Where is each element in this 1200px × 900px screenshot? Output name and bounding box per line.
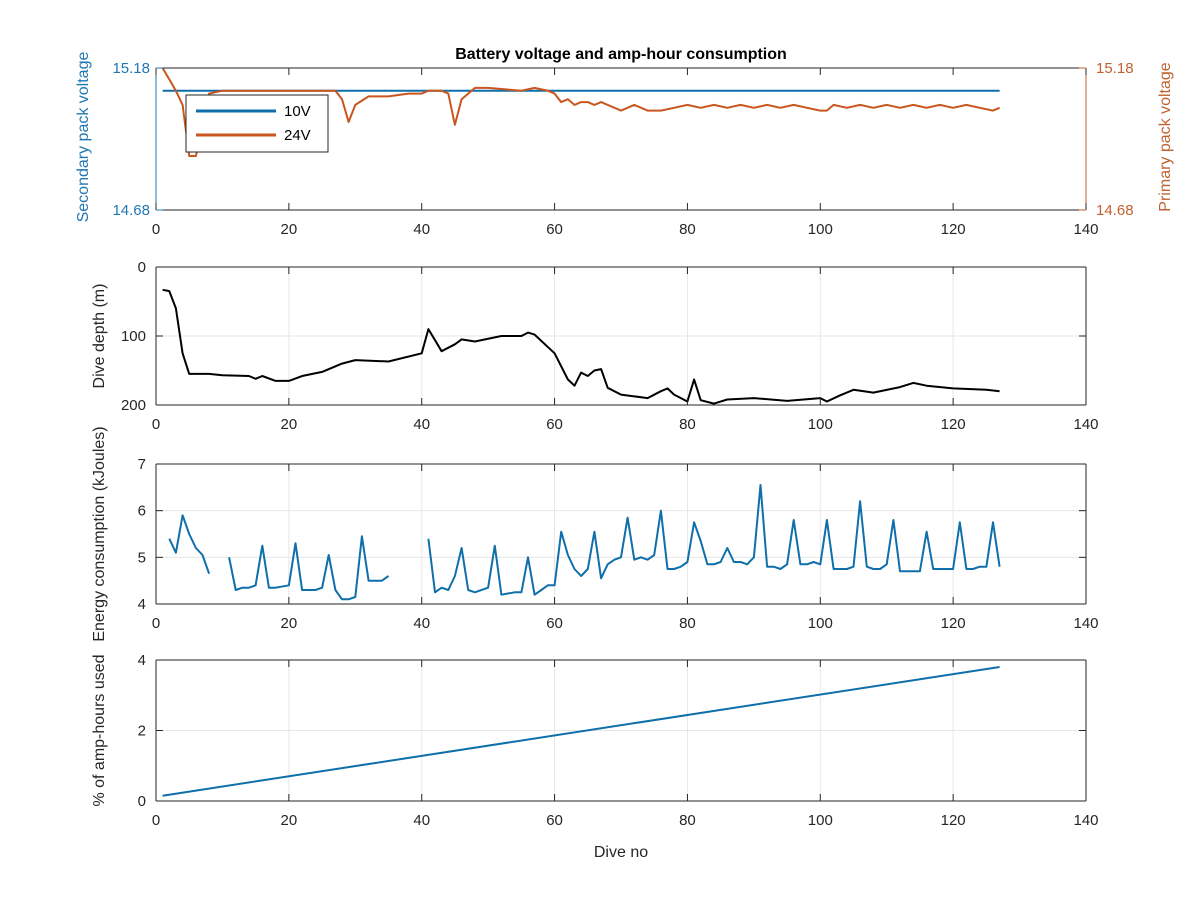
y-axis-label: % of amp-hours used [91, 654, 108, 806]
x-tick-label: 120 [941, 221, 966, 238]
series-line-24v [161, 67, 1000, 157]
series-line-1 [168, 514, 211, 575]
legend-box [185, 94, 329, 153]
y-axis-label-right: Primary pack voltage [1157, 62, 1174, 211]
x-tick-label: 120 [941, 416, 966, 433]
x-tick-label: 60 [546, 221, 563, 238]
x-tick-label: 120 [941, 615, 966, 632]
x-tick-label: 100 [808, 221, 833, 238]
chart-panel-1: 0 20 40 60 80 100 120 140 14.68 15.18 14.68 15.18 Se… [75, 46, 1174, 238]
x-tick-label: 40 [413, 416, 430, 433]
y-axis-label: Dive depth (m) [91, 284, 108, 389]
y-tick-label: 5 [138, 549, 146, 566]
series-line-1 [427, 484, 1001, 596]
x-tick-label: 100 [808, 812, 833, 829]
chart-title: Battery voltage and amp-hour consumption [455, 46, 787, 63]
x-tick-label: 80 [679, 416, 696, 433]
x-tick-label: 0 [152, 416, 160, 433]
x-axis-label: Dive no [594, 844, 648, 861]
x-tick-label: 60 [546, 812, 563, 829]
y-tick-label: 2 [138, 723, 146, 740]
x-tick-label: 120 [941, 812, 966, 829]
y-tick-label: 6 [138, 503, 146, 520]
x-tick-label: 40 [413, 812, 430, 829]
y-tick-label: 200 [121, 397, 146, 414]
x-tick-label: 40 [413, 221, 430, 238]
x-tick-label: 60 [546, 416, 563, 433]
chart-panel-2: 0 20 40 60 80 100 120 140 0 100 200 Dive depth (m) [91, 259, 1099, 433]
y-axis-label: Energy consumption (kJoules) [91, 426, 108, 641]
x-tick-label: 80 [679, 812, 696, 829]
x-tick-label: 80 [679, 221, 696, 238]
x-tick-label: 140 [1073, 615, 1098, 632]
y-tick-label: 0 [138, 259, 146, 276]
x-tick-label: 0 [152, 615, 160, 632]
x-tick-label: 100 [808, 416, 833, 433]
x-tick-label: 60 [546, 615, 563, 632]
y-tick-label-left: 15.18 [112, 60, 150, 77]
y-tick-label-left: 14.68 [112, 202, 150, 219]
series-line-1 [162, 288, 1000, 405]
y-tick-label-right: 14.68 [1096, 202, 1134, 219]
y-tick-label: 0 [138, 793, 146, 810]
y-tick-label: 4 [138, 652, 146, 669]
x-tick-label: 20 [281, 221, 298, 238]
x-tick-label: 40 [413, 615, 430, 632]
y-tick-label: 7 [138, 456, 146, 473]
x-tick-label: 20 [281, 416, 298, 433]
y-tick-label: 100 [121, 328, 146, 345]
chart-panel-3: 0 20 40 60 80 100 120 140 4 5 6 7 Energy consumption… [91, 426, 1099, 641]
x-tick-label: 140 [1073, 812, 1098, 829]
y-tick-label: 4 [138, 596, 146, 613]
legend-label-24v: 24V [284, 127, 311, 144]
x-tick-label: 100 [808, 615, 833, 632]
x-tick-label: 0 [152, 812, 160, 829]
chart-panel-4: 0 20 40 60 80 100 120 140 0 2 4 % of amp-hours used… [91, 652, 1099, 861]
y-tick-label-right: 15.18 [1096, 60, 1134, 77]
series-line-1 [228, 535, 390, 601]
y-axis-label-left: Secondary pack voltage [75, 52, 92, 223]
x-tick-label: 20 [281, 615, 298, 632]
plot-area [156, 464, 1086, 604]
legend-label-10v: 10V [284, 103, 311, 120]
x-tick-label: 20 [281, 812, 298, 829]
x-tick-label: 140 [1073, 416, 1098, 433]
x-tick-label: 0 [152, 221, 160, 238]
x-tick-label: 140 [1073, 221, 1098, 238]
series-line-1 [162, 666, 1000, 797]
x-tick-label: 80 [679, 615, 696, 632]
